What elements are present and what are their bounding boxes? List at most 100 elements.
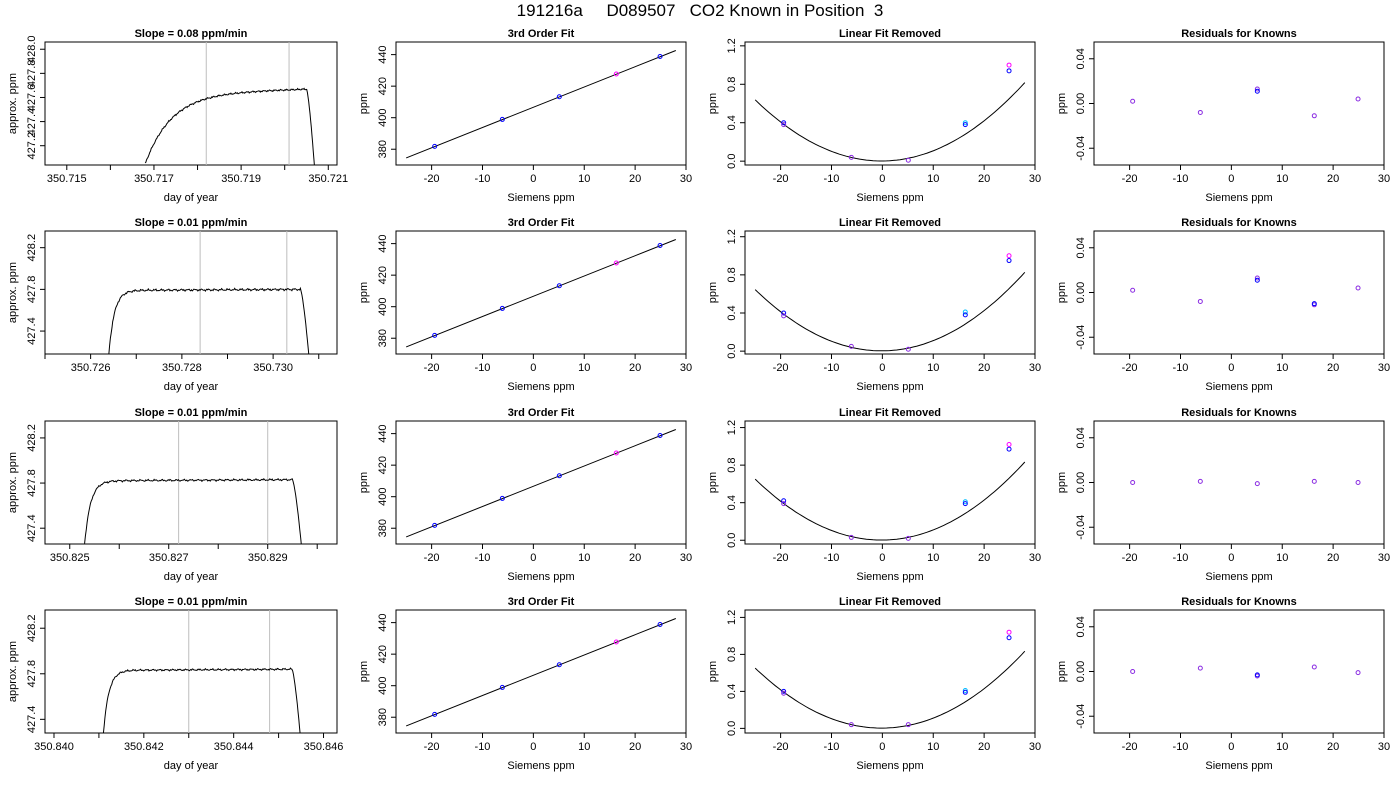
- data-point: [432, 522, 438, 528]
- y-tick-label: 0.00: [1075, 282, 1087, 303]
- plot-area: [754, 62, 1026, 163]
- x-tick-label: 30: [680, 173, 692, 185]
- data-point: [657, 54, 663, 60]
- residual-point: [1254, 672, 1260, 678]
- x-axis-label: Siemens ppm: [856, 381, 923, 393]
- y-axis-label: ppm: [707, 661, 719, 682]
- data-point: [905, 535, 911, 541]
- x-tick-label: 20: [1327, 173, 1339, 185]
- plot-area: [405, 618, 677, 727]
- x-tick-label: -10: [475, 362, 491, 374]
- y-axis-label: ppm: [707, 282, 719, 303]
- x-tick-label: -10: [475, 552, 491, 564]
- data-point: [556, 473, 562, 479]
- residual-point: [1130, 287, 1136, 293]
- series-trace: [108, 286, 310, 354]
- x-tick-label: -20: [773, 173, 789, 185]
- x-tick-label: -10: [1173, 741, 1189, 753]
- y-tick-label: 0.00: [1075, 661, 1087, 682]
- y-tick-label: 420: [377, 456, 389, 474]
- residual-point: [1355, 96, 1361, 102]
- plot-area: [405, 50, 677, 159]
- x-tick-label: 30: [1029, 173, 1041, 185]
- x-tick-label: 350.719: [221, 173, 261, 185]
- panel-title: Slope = 0.08 ppm/min: [135, 28, 248, 40]
- x-tick-label: 0: [1228, 552, 1234, 564]
- x-tick-label: 10: [578, 552, 590, 564]
- data-point: [657, 433, 663, 439]
- y-tick-label: 380: [377, 329, 389, 347]
- series-trace: [102, 667, 301, 733]
- data-point: [962, 312, 968, 318]
- x-tick-label: -20: [1122, 173, 1138, 185]
- residual-point: [1130, 98, 1136, 104]
- plot-frame: [44, 420, 338, 545]
- plot-frame: [1093, 609, 1385, 734]
- x-tick-label: 10: [927, 362, 939, 374]
- data-point: [848, 154, 854, 160]
- y-tick-label: 440: [377, 234, 389, 252]
- x-tick-label: 350.825: [50, 552, 90, 564]
- data-point: [848, 343, 854, 349]
- y-axis-label: ppm: [707, 93, 719, 114]
- y-tick-label: -0.04: [1075, 325, 1087, 350]
- y-tick-label: 0.4: [726, 495, 738, 510]
- x-tick-label: -20: [424, 173, 440, 185]
- data-point: [613, 260, 619, 266]
- data-point: [962, 309, 968, 315]
- x-tick-label: -20: [773, 362, 789, 374]
- data-point: [781, 688, 787, 694]
- plot-frame: [395, 420, 687, 545]
- residual-point: [1254, 275, 1260, 281]
- data-point: [962, 120, 968, 126]
- x-axis-label: day of year: [164, 381, 219, 393]
- y-tick-label: 0.8: [726, 647, 738, 662]
- panel-title: Linear Fit Removed: [839, 217, 941, 229]
- x-tick-label: -10: [824, 173, 840, 185]
- y-tick-label: 380: [377, 140, 389, 158]
- data-point: [432, 332, 438, 338]
- x-axis-label: Siemens ppm: [1205, 192, 1272, 204]
- y-axis-label: ppm: [358, 282, 370, 303]
- data-point: [1006, 62, 1012, 68]
- data-point: [905, 722, 911, 728]
- y-tick-label: 427.8: [26, 276, 38, 304]
- plot-frame: [744, 41, 1036, 166]
- data-point: [556, 662, 562, 668]
- x-tick-label: 30: [1378, 552, 1390, 564]
- residual-point: [1355, 285, 1361, 291]
- y-tick-label: 0.8: [726, 267, 738, 282]
- residual-point: [1130, 669, 1136, 674]
- panel-title: Slope = 0.01 ppm/min: [135, 407, 248, 419]
- x-tick-label: 30: [680, 552, 692, 564]
- plot-frame: [395, 230, 687, 355]
- x-tick-label: 10: [927, 173, 939, 185]
- plot-area: [144, 42, 315, 165]
- y-tick-label: 400: [377, 298, 389, 316]
- residual-point: [1254, 86, 1260, 92]
- y-tick-label: 0.00: [1075, 472, 1087, 493]
- data-point: [499, 305, 505, 311]
- y-tick-label: 0.00: [1075, 93, 1087, 114]
- data-point: [1006, 635, 1012, 641]
- y-tick-label: -0.04: [1075, 515, 1087, 540]
- y-tick-label: 380: [377, 519, 389, 537]
- x-axis-label: Siemens ppm: [856, 571, 923, 583]
- panel-title: Linear Fit Removed: [839, 596, 941, 608]
- x-axis-label: Siemens ppm: [507, 760, 574, 772]
- data-point: [1006, 68, 1012, 74]
- residual-point: [1311, 478, 1317, 484]
- plot-area: [1130, 664, 1361, 679]
- x-tick-label: 0: [879, 362, 885, 374]
- x-tick-label: -20: [424, 362, 440, 374]
- y-tick-label: 420: [377, 77, 389, 95]
- y-tick-label: 1.2: [726, 420, 738, 435]
- x-tick-label: 350.726: [71, 362, 111, 374]
- x-tick-label: -20: [424, 741, 440, 753]
- y-tick-label: 1.2: [726, 610, 738, 625]
- data-point: [1006, 253, 1012, 259]
- plot-frame: [1093, 41, 1385, 166]
- data-point: [962, 122, 968, 128]
- residual-point: [1311, 301, 1317, 307]
- x-tick-label: 10: [1276, 173, 1288, 185]
